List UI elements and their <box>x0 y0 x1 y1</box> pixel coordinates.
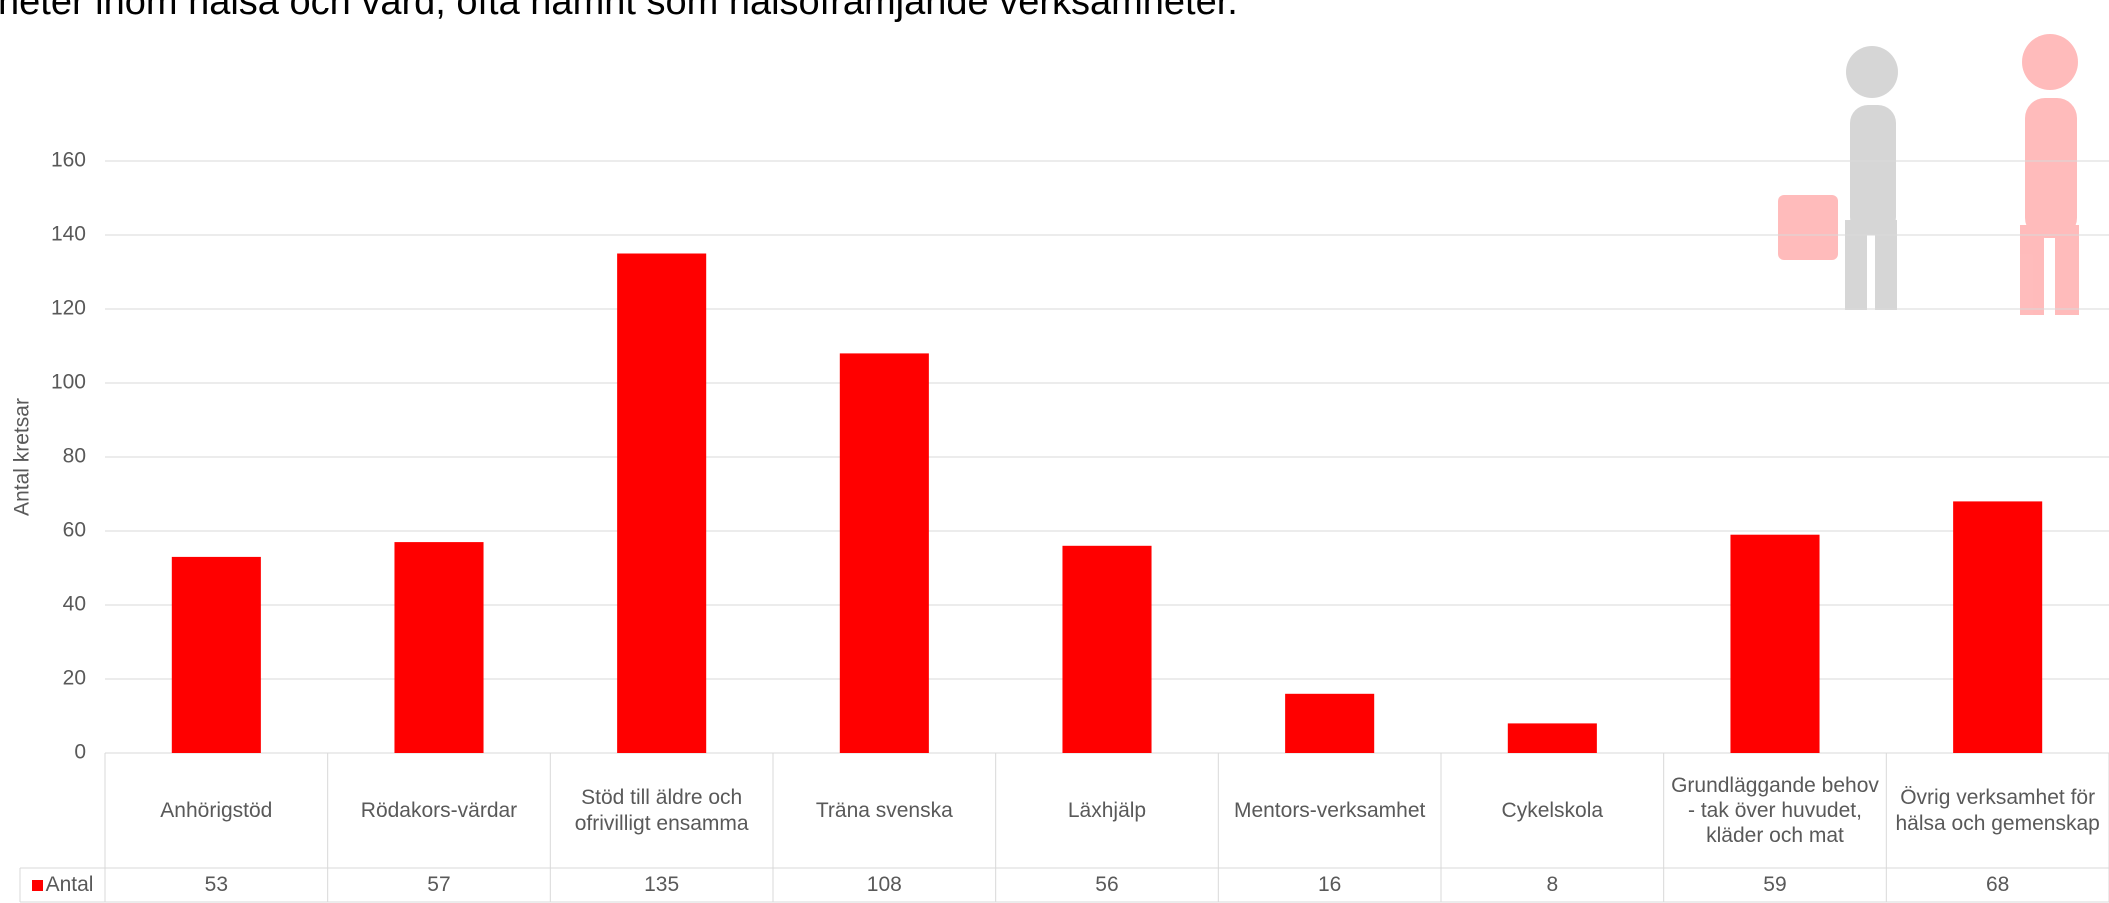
y-tick-label: 120 <box>51 297 86 320</box>
y-tick-label: 20 <box>63 667 86 690</box>
bar <box>1730 535 1819 753</box>
table-value: 59 <box>1664 868 1887 902</box>
legend-entry: Antal <box>20 868 105 902</box>
table-value: 16 <box>1218 868 1441 902</box>
x-tick-label: Läxhjälp <box>996 753 1219 868</box>
table-value: 68 <box>1886 868 2109 902</box>
y-tick-label: 0 <box>74 741 86 764</box>
y-tick-label: 160 <box>51 149 86 172</box>
x-tick-label: Rödakors-värdar <box>328 753 551 868</box>
y-tick-label: 40 <box>63 593 86 616</box>
table-value: 57 <box>328 868 551 902</box>
table-value: 8 <box>1441 868 1664 902</box>
x-tick-label: Cykelskola <box>1441 753 1664 868</box>
header-text: heter inom hälsa och vård, ofta nämnt so… <box>0 0 1238 23</box>
y-tick-label: 100 <box>51 371 86 394</box>
bar <box>1508 723 1597 753</box>
bar <box>840 353 929 753</box>
x-tick-label: Mentors-verksamhet <box>1218 753 1441 868</box>
x-tick-label: Grundläggande behov - tak över huvudet, … <box>1664 753 1887 868</box>
x-tick-label: Anhörigstöd <box>105 753 328 868</box>
bar <box>1285 694 1374 753</box>
bar <box>617 254 706 754</box>
bar <box>172 557 261 753</box>
bar <box>1953 501 2042 753</box>
bar <box>394 542 483 753</box>
y-tick-label: 60 <box>63 519 86 542</box>
x-tick-label: Stöd till äldre och ofrivilligt ensamma <box>550 753 773 868</box>
decoration <box>1778 34 2079 315</box>
bar <box>1062 546 1151 753</box>
table-value: 56 <box>996 868 1219 902</box>
y-tick-label: 140 <box>51 223 86 246</box>
page: heter inom hälsa och vård, ofta nämnt so… <box>0 0 2109 903</box>
table-value: 108 <box>773 868 996 902</box>
table-value: 135 <box>550 868 773 902</box>
x-tick-label: Övrig verksamhet för hälsa och gemenskap <box>1886 753 2109 868</box>
legend-swatch <box>32 880 43 891</box>
y-axis-label: Antal kretsar <box>11 398 34 516</box>
table-value: 53 <box>105 868 328 902</box>
y-tick-label: 80 <box>63 445 86 468</box>
x-tick-label: Träna svenska <box>773 753 996 868</box>
